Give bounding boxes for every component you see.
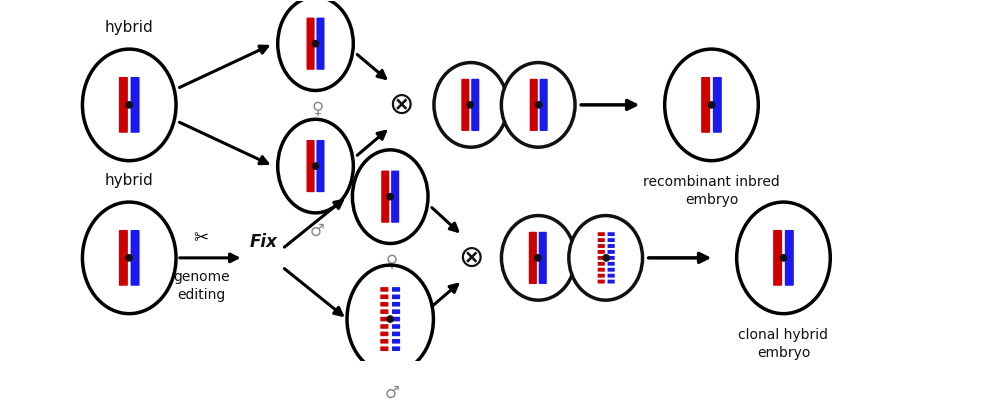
Text: ♀: ♀ [386,252,398,270]
FancyBboxPatch shape [392,287,400,292]
Text: hybrid: hybrid [105,20,154,35]
Circle shape [467,102,473,108]
FancyBboxPatch shape [608,238,615,242]
Text: hybrid: hybrid [105,173,154,188]
Text: ⊗: ⊗ [388,90,414,119]
FancyBboxPatch shape [598,280,605,284]
FancyBboxPatch shape [391,170,399,223]
Text: clonal hybrid
embryо: clonal hybrid embryо [738,328,828,360]
FancyBboxPatch shape [598,238,605,242]
Text: ⊗: ⊗ [458,243,484,272]
FancyBboxPatch shape [598,232,605,236]
Circle shape [126,102,132,108]
Circle shape [603,255,609,261]
Ellipse shape [501,216,575,300]
FancyBboxPatch shape [608,244,615,248]
FancyBboxPatch shape [380,317,388,321]
FancyBboxPatch shape [471,79,479,131]
Text: ♂: ♂ [310,222,325,240]
Circle shape [780,255,787,261]
FancyBboxPatch shape [598,268,605,272]
FancyBboxPatch shape [392,294,400,299]
Circle shape [126,255,132,261]
FancyBboxPatch shape [392,309,400,314]
Circle shape [387,194,393,200]
Text: ✂: ✂ [194,229,209,247]
FancyBboxPatch shape [380,324,388,329]
FancyBboxPatch shape [598,274,605,278]
FancyBboxPatch shape [316,140,325,192]
FancyBboxPatch shape [530,79,538,131]
FancyBboxPatch shape [529,232,537,284]
FancyBboxPatch shape [540,79,548,131]
FancyBboxPatch shape [608,280,615,284]
FancyBboxPatch shape [608,262,615,266]
FancyBboxPatch shape [307,18,315,70]
FancyBboxPatch shape [773,230,782,286]
Circle shape [312,163,319,169]
FancyBboxPatch shape [461,79,469,131]
FancyBboxPatch shape [539,232,547,284]
Ellipse shape [569,216,643,300]
FancyBboxPatch shape [131,230,140,286]
FancyBboxPatch shape [392,317,400,321]
Text: ♀: ♀ [311,100,323,118]
FancyBboxPatch shape [598,262,605,266]
Circle shape [312,40,319,47]
FancyBboxPatch shape [392,346,400,351]
FancyBboxPatch shape [608,256,615,260]
Text: genome
editing: genome editing [173,270,230,302]
FancyBboxPatch shape [713,77,722,133]
Text: recombinant inbred
embryо: recombinant inbred embryо [643,175,780,208]
FancyBboxPatch shape [380,332,388,336]
FancyBboxPatch shape [392,332,400,336]
FancyBboxPatch shape [307,140,315,192]
Ellipse shape [501,62,575,147]
FancyBboxPatch shape [380,309,388,314]
FancyBboxPatch shape [598,244,605,248]
FancyBboxPatch shape [701,77,710,133]
FancyBboxPatch shape [598,256,605,260]
FancyBboxPatch shape [316,18,325,70]
FancyBboxPatch shape [608,268,615,272]
FancyBboxPatch shape [598,250,605,254]
FancyBboxPatch shape [608,250,615,254]
FancyBboxPatch shape [380,302,388,306]
FancyBboxPatch shape [608,274,615,278]
FancyBboxPatch shape [392,302,400,306]
Text: Fix: Fix [250,233,278,251]
Circle shape [708,102,715,108]
FancyBboxPatch shape [608,232,615,236]
FancyBboxPatch shape [392,324,400,329]
FancyBboxPatch shape [119,230,128,286]
FancyBboxPatch shape [785,230,794,286]
FancyBboxPatch shape [392,339,400,344]
FancyBboxPatch shape [381,170,389,223]
FancyBboxPatch shape [131,77,140,133]
Circle shape [387,316,393,322]
FancyBboxPatch shape [380,287,388,292]
Circle shape [535,255,541,261]
FancyBboxPatch shape [119,77,128,133]
Ellipse shape [434,62,508,147]
FancyBboxPatch shape [380,339,388,344]
FancyBboxPatch shape [380,346,388,351]
Circle shape [536,102,542,108]
FancyBboxPatch shape [380,294,388,299]
Text: ♂: ♂ [385,384,399,400]
